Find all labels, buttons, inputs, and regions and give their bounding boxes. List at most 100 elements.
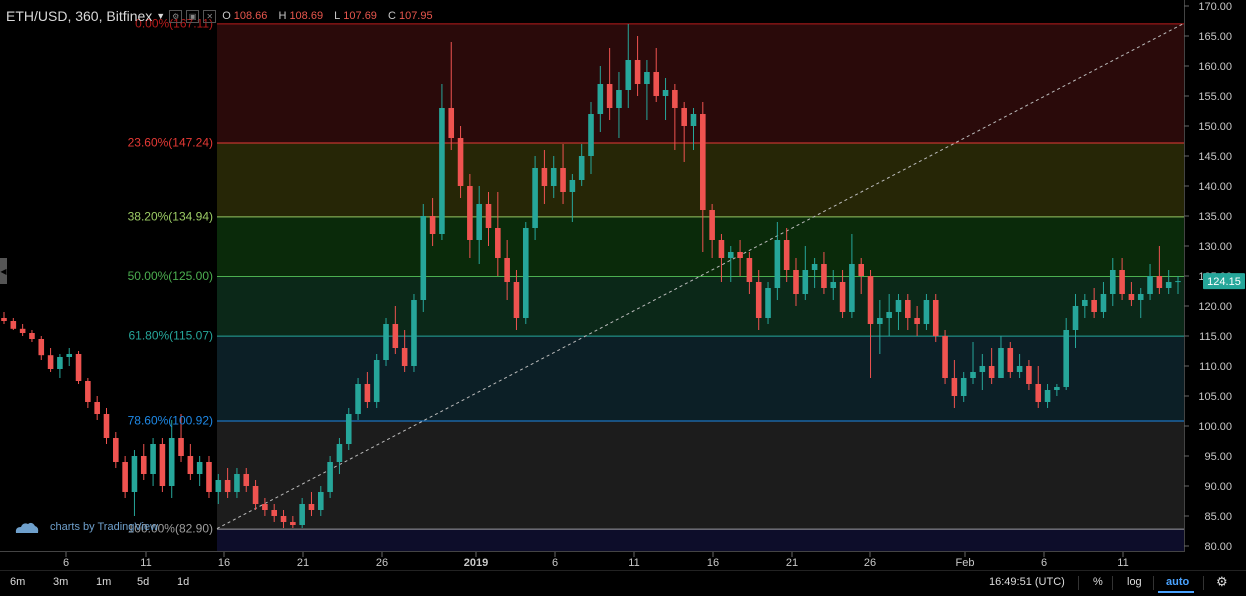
candle — [131, 450, 138, 516]
tradingview-watermark[interactable]: charts by TradingView — [14, 520, 158, 534]
fib-zone-4 — [217, 335, 1184, 421]
x-axis[interactable]: 6 11 16 21 26 2019 6 11 16 21 26 Feb 6 11 — [63, 552, 1129, 569]
candle — [317, 486, 324, 516]
x-tick-label: 21 — [786, 557, 798, 569]
candle — [690, 108, 697, 150]
candle — [895, 294, 902, 330]
candle — [1119, 258, 1125, 300]
range-3m-button[interactable]: 3m — [53, 576, 69, 588]
candle — [467, 174, 473, 258]
side-toolbar-toggle[interactable]: ◀ — [0, 258, 7, 284]
candle — [485, 192, 492, 246]
y-tick-label: 90.00 — [1204, 481, 1232, 493]
candle — [988, 348, 995, 384]
y-tick-label: 150.00 — [1198, 121, 1232, 133]
range-1m-button[interactable]: 1m — [96, 576, 112, 588]
symbol-title[interactable]: ETH/USD, 360, Bitfinex — [6, 8, 153, 24]
candle — [681, 102, 687, 162]
settings-icon[interactable]: ⚙ — [169, 9, 183, 23]
x-tick-label: 6 — [63, 557, 69, 569]
x-tick-label: 2019 — [464, 557, 488, 569]
close-icon[interactable]: ✕ — [203, 9, 217, 23]
candle — [830, 270, 837, 300]
candle — [401, 330, 408, 372]
range-6m-button[interactable]: 6m — [10, 576, 26, 588]
x-tick-label: 6 — [1041, 557, 1047, 569]
fib-zone-2 — [217, 216, 1184, 276]
last-price-label: 124.15 — [1207, 276, 1241, 288]
bottom-toolbar: 6m 3m 1m 5d 1d 16:49:51 (UTC) % log auto… — [0, 570, 1246, 596]
x-tick-label: 26 — [376, 557, 388, 569]
candle — [700, 102, 706, 252]
fibonacci-trendline[interactable] — [216, 22, 1185, 530]
candle — [532, 156, 538, 240]
candle — [140, 444, 147, 480]
candle — [392, 306, 399, 354]
candle — [1016, 354, 1023, 378]
y-tick-label: 135.00 — [1198, 211, 1232, 223]
candle — [187, 444, 194, 480]
y-axis[interactable]: 80.00 85.00 90.00 95.00 100.00 105.00 110.00 11… — [1184, 1, 1232, 553]
percent-toggle[interactable]: % — [1093, 576, 1103, 588]
candle — [774, 222, 781, 300]
candle — [783, 228, 790, 282]
candle — [373, 354, 380, 408]
x-tick-label: 16 — [218, 557, 230, 569]
candle — [867, 270, 874, 378]
x-tick-label: 11 — [140, 557, 151, 569]
candle — [998, 336, 1004, 378]
candle — [271, 504, 278, 522]
candle — [168, 420, 175, 498]
gear-icon[interactable]: ⚙ — [1216, 574, 1228, 589]
chart-header: ETH/USD, 360, Bitfinex ▼ ⚙ ▣ ✕ O 108.66 H… — [0, 0, 441, 32]
candle — [224, 468, 231, 498]
candle — [727, 246, 734, 282]
candle — [1128, 282, 1135, 306]
candle — [923, 294, 930, 330]
candle — [821, 252, 827, 294]
candle — [644, 60, 650, 120]
candle — [839, 270, 846, 318]
candle — [737, 240, 743, 276]
candle — [1035, 366, 1042, 408]
ohlc-readout: O 108.66 H 108.69 L 107.69 C 107.95 — [222, 10, 440, 22]
candle — [476, 186, 482, 264]
clock-time[interactable]: 16:49:51 (UTC) — [989, 576, 1065, 588]
fib-label-2: 38.20%(134.94) — [128, 209, 213, 223]
hide-icon[interactable]: ▣ — [186, 9, 200, 23]
candle — [345, 408, 352, 450]
y-tick-label: 165.00 — [1198, 31, 1232, 43]
candle — [979, 354, 986, 390]
x-tick-label: 16 — [707, 557, 719, 569]
chevron-down-icon[interactable]: ▼ — [156, 11, 166, 21]
candle — [280, 510, 287, 528]
candle — [10, 318, 17, 330]
fibonacci-labels: 0.00%(167.11) 23.60%(147.24) 38.20%(134.94… — [128, 16, 213, 535]
auto-scale-toggle[interactable]: auto — [1166, 576, 1190, 588]
y-tick-label: 100.00 — [1198, 421, 1232, 433]
candle — [85, 378, 91, 408]
candle — [355, 378, 361, 420]
y-tick-label: 140.00 — [1198, 181, 1232, 193]
candle — [420, 204, 427, 312]
candle — [970, 342, 976, 384]
candle — [560, 144, 566, 204]
range-5d-button[interactable]: 5d — [137, 576, 150, 588]
low-key: L — [334, 10, 341, 22]
close-value: 107.95 — [398, 10, 433, 22]
candle — [960, 372, 967, 402]
low-value: 107.69 — [343, 10, 377, 22]
candle — [364, 372, 371, 408]
candle — [47, 348, 54, 372]
candle — [1082, 294, 1088, 318]
fibonacci-levels — [217, 23, 1184, 530]
watermark-text: charts by TradingView — [50, 521, 159, 533]
range-1d-button[interactable]: 1d — [177, 576, 190, 588]
candle — [709, 204, 715, 258]
y-tick-label: 110.00 — [1199, 361, 1232, 373]
x-tick-label: Feb — [956, 557, 975, 569]
log-toggle[interactable]: log — [1127, 576, 1142, 588]
candle — [802, 246, 809, 300]
candle — [1007, 342, 1014, 378]
